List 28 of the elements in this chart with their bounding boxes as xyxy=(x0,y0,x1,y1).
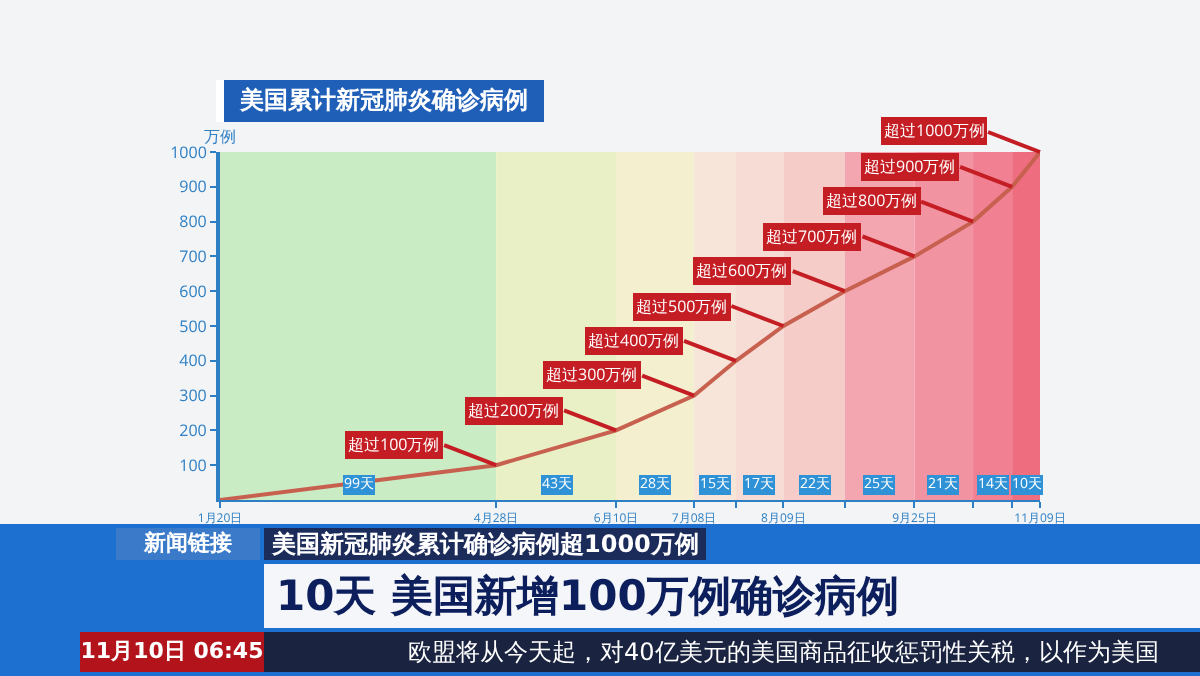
line-series xyxy=(220,152,1040,500)
annotation: 超过600万例 xyxy=(696,260,788,282)
y-tick-label: 500 xyxy=(179,315,208,338)
text: 新闻链接 xyxy=(116,528,260,560)
y-tick-label: 400 xyxy=(179,350,208,373)
y-tick-label: 900 xyxy=(179,176,208,199)
annotation: 超过900万例 xyxy=(864,156,956,178)
y-tick-label: 600 xyxy=(179,280,208,303)
annotation: 超过1000万例 xyxy=(884,120,985,142)
annotation: 超过200万例 xyxy=(468,400,560,422)
y-tick-label: 700 xyxy=(179,246,208,268)
text: 11月10日 06:45 xyxy=(80,632,264,672)
chart-title: 美国累计新冠肺炎确诊病例 xyxy=(216,80,544,122)
text: 欧盟将从今天起，对40亿美元的美国商品征收惩罚性关税，以作为美国 xyxy=(264,632,1200,672)
y-tick-label: 1000 xyxy=(170,141,208,164)
y-tick-label: 800 xyxy=(179,211,208,234)
annotation: 超过700万例 xyxy=(766,226,858,248)
text: 10天 美国新增100万例确诊病例 xyxy=(264,564,1200,628)
y-axis-title: 万例 xyxy=(204,126,236,148)
y-tick-label: 300 xyxy=(179,385,208,408)
annotation: 超过500万例 xyxy=(636,296,728,318)
annotation: 超过300万例 xyxy=(546,364,638,386)
y-tick-label: 200 xyxy=(179,420,208,442)
text: 美国新冠肺炎累计确诊病例超1000万例 xyxy=(264,528,707,560)
annotation: 超过100万例 xyxy=(348,434,440,456)
annotation: 超过400万例 xyxy=(588,330,680,352)
y-tick-label: 100 xyxy=(179,454,208,477)
annotation: 超过800万例 xyxy=(826,190,918,212)
